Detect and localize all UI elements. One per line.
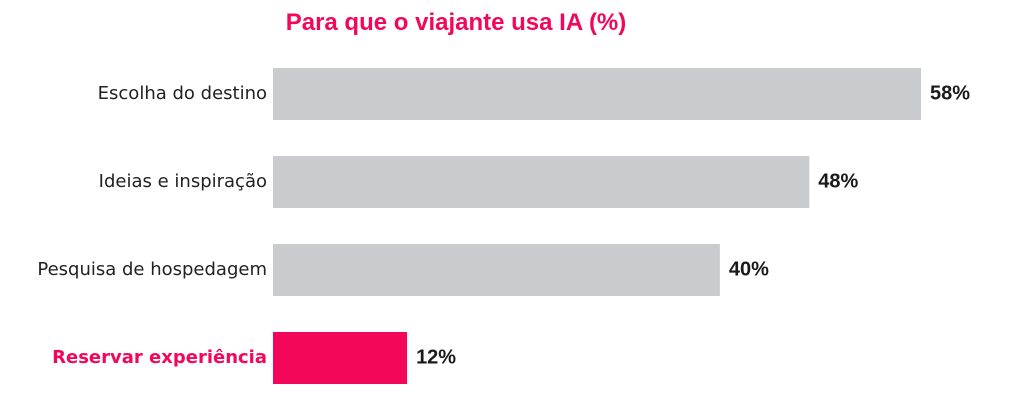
value-label-3: 12% <box>416 346 456 368</box>
value-label-0: 58% <box>930 82 970 104</box>
bar-3 <box>273 332 408 384</box>
value-label-2: 40% <box>729 258 769 280</box>
category-label-0: Escolha do destino <box>98 83 267 104</box>
bars-group: Escolha do destino 58% Ideias e inspiração… <box>37 68 970 384</box>
category-label-3: Reservar experiência <box>52 347 267 368</box>
bar-1 <box>273 156 810 208</box>
bar-2 <box>273 244 720 296</box>
category-label-1: Ideias e inspiração <box>99 171 267 192</box>
bar-0 <box>273 68 921 120</box>
value-label-1: 48% <box>818 170 858 192</box>
chart-title: Para que o viajante usa IA (%) <box>286 9 627 36</box>
category-label-2: Pesquisa de hospedagem <box>37 259 267 280</box>
